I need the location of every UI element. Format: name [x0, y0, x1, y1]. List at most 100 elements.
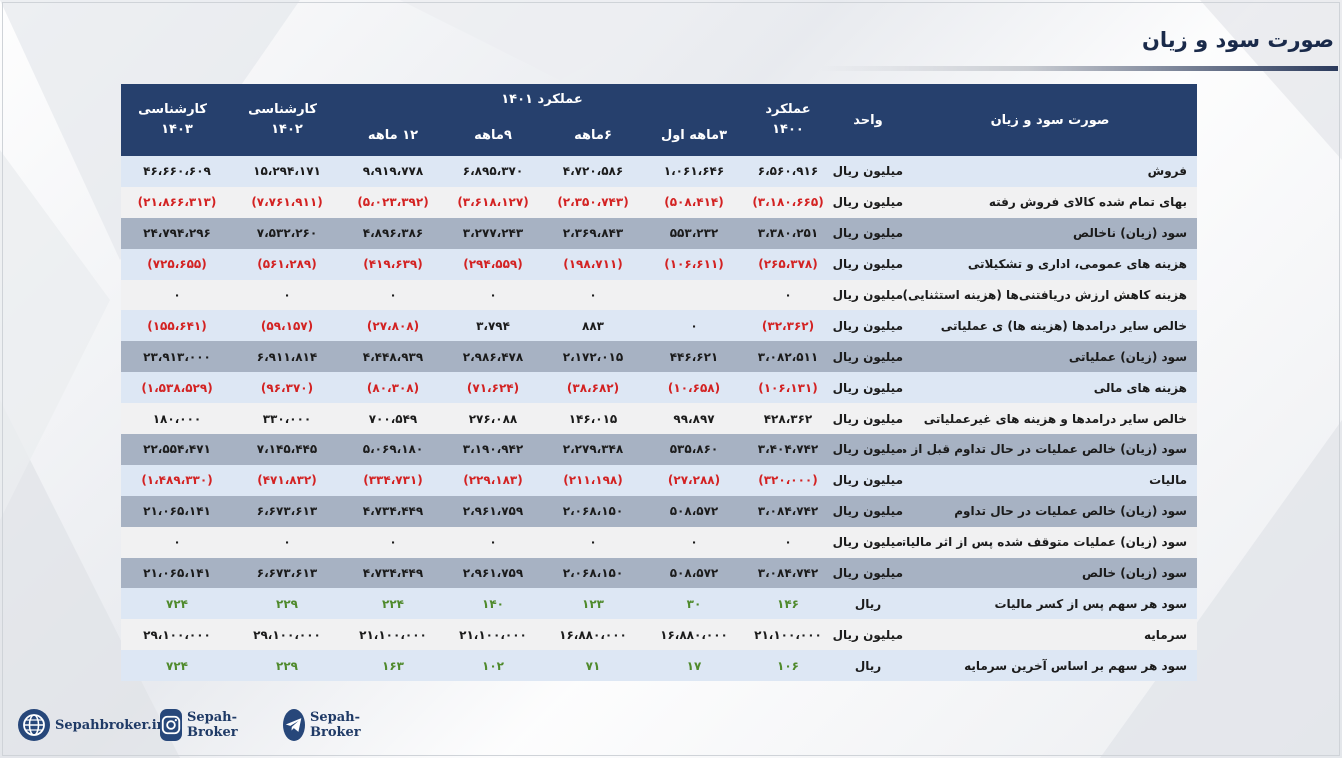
cell-9-month: (۳،۶۱۸،۱۲۷) — [445, 186, 541, 218]
header-6-month: ۶ماهه — [541, 114, 645, 156]
cell-expert-1403: (۲۱،۸۶۶،۳۱۳) — [121, 186, 233, 218]
row-unit: ریال — [833, 588, 903, 620]
cell-perf-1400: (۳،۱۸۰،۶۶۵) — [743, 186, 833, 218]
table-row: هزینه کاهش ارزش دریافتنی‌ها (هزینه استثن… — [121, 279, 1197, 311]
cell-9-month: (۲۹۴،۵۵۹) — [445, 248, 541, 280]
cell-expert-1403: ۰ — [121, 526, 233, 558]
row-unit: میلیون ریال — [833, 279, 903, 311]
cell-3-month: ۵۳۵،۸۶۰ — [645, 434, 743, 465]
row-label: سود (زیان) ناخالص — [903, 217, 1197, 249]
cell-3-month: ۱،۰۶۱،۶۴۶ — [645, 156, 743, 187]
table-row: سرمایه میلیون ریال ۲۱،۱۰۰،۰۰۰ ۱۶،۸۸۰،۰۰۰ ۱۶،… — [121, 619, 1197, 651]
cell-expert-1403: (۱،۴۸۹،۳۳۰) — [121, 464, 233, 496]
income-statement-table-container: صورت سود و زیان واحد عملکرد ۱۴۰۰ عملکرد … — [121, 84, 1197, 682]
row-unit: میلیون ریال — [833, 186, 903, 218]
header-3-month: ۳ماهه اول — [645, 114, 743, 156]
cell-expert-1402: ۲۲۹ — [233, 650, 341, 682]
header-perf-1401: عملکرد ۱۴۰۱ — [341, 84, 743, 114]
cell-perf-1400: ۳،۰۸۲،۵۱۱ — [743, 341, 833, 373]
cell-12-month: ۵،۰۶۹،۱۸۰ — [341, 434, 445, 465]
cell-9-month: ۳،۷۹۴ — [445, 310, 541, 342]
row-label: خالص سایر درامدها و هزینه های غیرعملیاتی — [903, 403, 1197, 435]
cell-12-month: (۳۳۴،۷۳۱) — [341, 464, 445, 496]
cell-expert-1403: ۱۸۰،۰۰۰ — [121, 403, 233, 435]
cell-3-month: (۲۷،۲۸۸) — [645, 464, 743, 496]
cell-expert-1402: ۱۵،۲۹۴،۱۷۱ — [233, 156, 341, 187]
globe-icon — [18, 709, 50, 741]
row-label: سود هر سهم بر اساس آخرین سرمایه — [903, 650, 1197, 682]
cell-3-month: ۴۴۶،۶۲۱ — [645, 341, 743, 373]
cell-12-month: (۴۱۹،۶۳۹) — [341, 248, 445, 280]
row-label: سود هر سهم پس از کسر مالیات — [903, 588, 1197, 620]
table-row: هزینه های مالی میلیون ریال (۱۰۶،۱۳۱) (۱۰،۶۵… — [121, 372, 1197, 404]
cell-perf-1400: (۲۶۵،۳۷۸) — [743, 248, 833, 280]
cell-12-month: ۱۶۳ — [341, 650, 445, 682]
cell-12-month: (۵،۰۲۳،۳۹۲) — [341, 186, 445, 218]
cell-expert-1402: ۶،۶۷۳،۶۱۳ — [233, 495, 341, 527]
header-12-month: ۱۲ ماهه — [341, 114, 445, 156]
cell-perf-1400: ۳،۴۰۴،۷۴۲ — [743, 434, 833, 465]
row-unit: میلیون ریال — [833, 526, 903, 558]
cell-3-month: ۳۰ — [645, 588, 743, 620]
row-label: بهای تمام شده کالای فروش رفته — [903, 186, 1197, 218]
row-unit: میلیون ریال — [833, 557, 903, 589]
row-label: سود (زیان) خالص عملیات در حال تداوم — [903, 495, 1197, 527]
row-label: خالص سایر درامدها (هزینه ها) ی عملیاتی — [903, 310, 1197, 342]
row-unit: میلیون ریال — [833, 310, 903, 342]
cell-9-month: ۳،۱۹۰،۹۴۲ — [445, 434, 541, 465]
cell-6-month: ۰ — [541, 526, 645, 558]
table-row: سود هر سهم پس از کسر مالیات ریال ۱۴۶ ۳۰ ۱۲۳ ۱… — [121, 588, 1197, 620]
cell-6-month: ۱۶،۸۸۰،۰۰۰ — [541, 619, 645, 651]
cell-perf-1400: (۳۲۰،۰۰۰) — [743, 464, 833, 496]
cell-6-month: ۷۱ — [541, 650, 645, 682]
cell-12-month: (۲۷،۸۰۸) — [341, 310, 445, 342]
header-expert-1403: کارشناسی ۱۴۰۳ — [121, 84, 233, 156]
cell-6-month: ۸۸۳ — [541, 310, 645, 342]
header-item: صورت سود و زیان — [903, 84, 1197, 156]
row-unit: میلیون ریال — [833, 619, 903, 651]
cell-perf-1400: ۳،۰۸۴،۷۴۲ — [743, 495, 833, 527]
cell-12-month: ۷۰۰،۵۴۹ — [341, 403, 445, 435]
cell-expert-1402: (۵۶۱،۲۸۹) — [233, 248, 341, 280]
cell-expert-1403: ۲۱،۰۶۵،۱۴۱ — [121, 557, 233, 589]
cell-expert-1402: ۷،۵۳۲،۲۶۰ — [233, 217, 341, 249]
cell-6-month: ۱۴۶،۰۱۵ — [541, 403, 645, 435]
cell-3-month: (۱۰۶،۶۱۱) — [645, 248, 743, 280]
cell-6-month: (۱۹۸،۷۱۱) — [541, 248, 645, 280]
row-unit: میلیون ریال — [833, 217, 903, 249]
cell-expert-1403: ۷۲۴ — [121, 588, 233, 620]
cell-3-month: (۱۰،۶۵۸) — [645, 372, 743, 404]
footer-telegram[interactable]: Sepah-Broker — [283, 708, 371, 742]
cell-12-month: ۰ — [341, 526, 445, 558]
table-body: فروش میلیون ریال ۶،۵۶۰،۹۱۶ ۱،۰۶۱،۶۴۶ ۴،۷۲۰،۵… — [121, 156, 1197, 682]
row-unit: میلیون ریال — [833, 156, 903, 187]
cell-6-month: ۲،۰۶۸،۱۵۰ — [541, 495, 645, 527]
cell-9-month: ۲،۹۸۶،۴۷۸ — [445, 341, 541, 373]
cell-perf-1400: (۳۲،۳۶۲) — [743, 310, 833, 342]
table-row: مالیات میلیون ریال (۳۲۰،۰۰۰) (۲۷،۲۸۸) (۲۱۱،۱… — [121, 464, 1197, 496]
cell-9-month: ۰ — [445, 279, 541, 311]
cell-9-month: ۲،۹۶۱،۷۵۹ — [445, 495, 541, 527]
cell-6-month: ۲،۱۷۲،۰۱۵ — [541, 341, 645, 373]
footer-instagram[interactable]: Sepah-Broker — [160, 708, 248, 742]
cell-perf-1400: (۱۰۶،۱۳۱) — [743, 372, 833, 404]
table-row: سود هر سهم بر اساس آخرین سرمایه ریال ۱۰۶ ۱۷… — [121, 650, 1197, 682]
cell-9-month: (۷۱،۶۲۴) — [445, 372, 541, 404]
cell-expert-1403: ۲۴،۷۹۴،۲۹۶ — [121, 217, 233, 249]
cell-9-month: ۳،۲۷۷،۲۴۳ — [445, 217, 541, 249]
cell-expert-1403: (۱۵۵،۶۴۱) — [121, 310, 233, 342]
footer-website[interactable]: Sepahbroker.ir — [18, 708, 163, 742]
instagram-icon — [160, 709, 182, 741]
header-9-month: ۹ماهه — [445, 114, 541, 156]
cell-expert-1402: ۷،۱۴۵،۴۴۵ — [233, 434, 341, 465]
cell-expert-1403: ۲۹،۱۰۰،۰۰۰ — [121, 619, 233, 651]
cell-9-month: ۱۴۰ — [445, 588, 541, 620]
website-label: Sepahbroker.ir — [55, 717, 164, 733]
cell-expert-1403: (۱،۵۳۸،۵۲۹) — [121, 372, 233, 404]
row-unit: ریال — [833, 650, 903, 682]
cell-perf-1400: ۲۱،۱۰۰،۰۰۰ — [743, 619, 833, 651]
row-label: سود (زیان) عملیات متوقف شده پس از اثر ما… — [903, 526, 1197, 558]
cell-expert-1402: ۳۳۰،۰۰۰ — [233, 403, 341, 435]
cell-expert-1402: (۴۷۱،۸۳۲) — [233, 464, 341, 496]
